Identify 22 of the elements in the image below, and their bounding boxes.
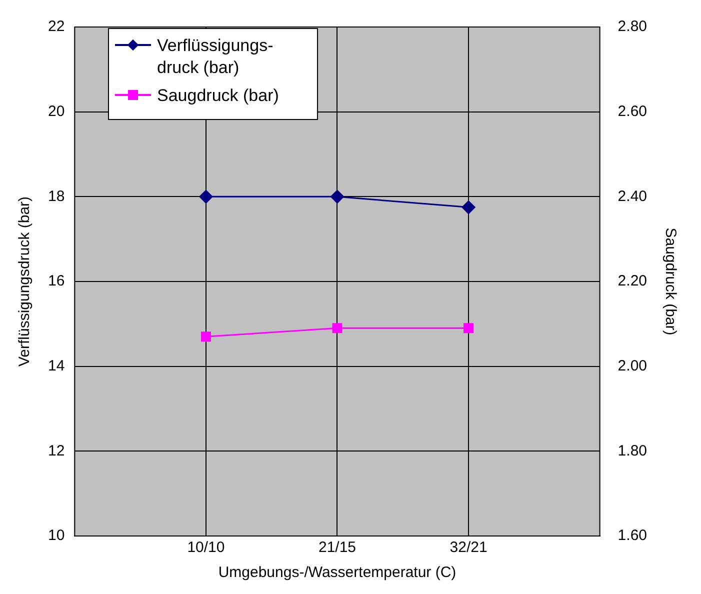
y2-tick-label: 2.60 [618,102,648,120]
y-tick-label: 22 [48,18,65,36]
legend-label: Saugdruck (bar) [157,85,279,107]
x-axis-title: Umgebungs-/Wassertemperatur (C) [218,564,456,582]
x-tick-label: 32/21 [450,539,488,556]
y2-tick-label: 2.80 [618,18,648,36]
y2-axis-title: Saugdruck (bar) [662,228,679,336]
y-tick-label: 16 [48,272,65,290]
y2-tick-label: 1.60 [618,527,648,544]
y-tick-label: 10 [48,527,65,544]
y-axis-title: Verflüssigungsdruck (bar) [16,196,34,367]
y2-tick-label: 1.80 [618,442,648,460]
x-tick-label: 10/10 [187,539,225,556]
y2-tick-label: 2.20 [618,272,648,290]
y-tick-label: 12 [48,442,65,460]
y2-tick-label: 2.40 [618,188,648,205]
y-tick-label: 18 [48,188,65,205]
y2-tick-label: 2.00 [618,357,648,374]
legend-label: Verflüssigungs-druck (bar) [157,35,274,79]
y-tick-label: 14 [48,357,65,374]
x-tick-label: 21/15 [318,539,356,556]
y-tick-label: 20 [48,102,65,120]
